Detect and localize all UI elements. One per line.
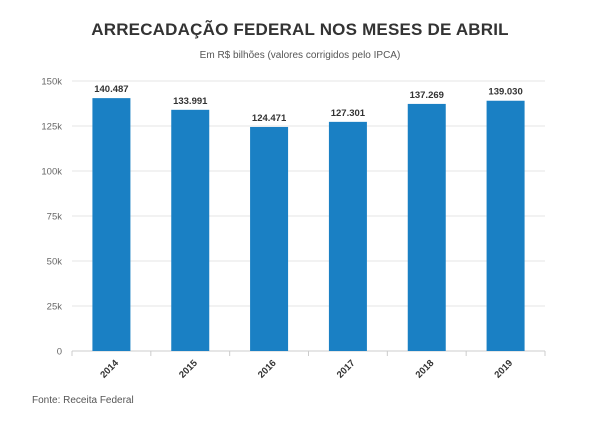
value-labels: 140.487 133.991 124.471 127.301 137.269 139.0…: [94, 84, 523, 124]
y-tick-label: 75k: [47, 212, 63, 223]
value-label-2014: 140.487: [94, 84, 128, 95]
y-tick-label: 25k: [47, 302, 63, 313]
value-label-2015: 133.991: [173, 96, 208, 107]
bars: [92, 98, 525, 352]
bar-2017: [328, 121, 367, 351]
bar-2014: [92, 98, 131, 351]
y-tick-label: 150k: [41, 77, 62, 88]
x-tick-label-2017: 2017: [335, 358, 358, 381]
x-axis: 2014 2015 2016 2017 2018 2019: [71, 351, 546, 381]
x-tick-label-2015: 2015: [177, 357, 200, 380]
value-label-2016: 124.471: [252, 113, 287, 124]
bar-2018: [407, 103, 446, 351]
y-tick-label: 125k: [41, 122, 62, 133]
x-tick-label-2018: 2018: [414, 358, 437, 381]
bar-2019: [486, 100, 525, 351]
source-note: Fonte: Receita Federal: [32, 395, 134, 406]
value-label-2019: 139.030: [488, 87, 522, 98]
bar-2016: [250, 126, 289, 351]
y-tick-label: 100k: [41, 167, 62, 178]
y-tick-label: 50k: [47, 257, 63, 268]
value-label-2017: 127.301: [331, 108, 366, 119]
x-tick-label-2016: 2016: [256, 358, 279, 381]
x-tick-label-2019: 2019: [492, 358, 515, 381]
x-tick-label-2014: 2014: [98, 357, 121, 380]
chart-title: ARRECADAÇÃO FEDERAL NOS MESES DE ABRIL: [91, 20, 509, 39]
value-label-2018: 137.269: [410, 90, 444, 101]
bar-2015: [171, 109, 210, 352]
grid-lines: [72, 80, 545, 352]
y-axis: 0 25k 50k 75k 100k 125k 150k: [41, 77, 62, 358]
chart-subtitle: Em R$ bilhões (valores corrigidos pelo I…: [199, 50, 401, 61]
y-tick-label: 0: [57, 347, 62, 358]
